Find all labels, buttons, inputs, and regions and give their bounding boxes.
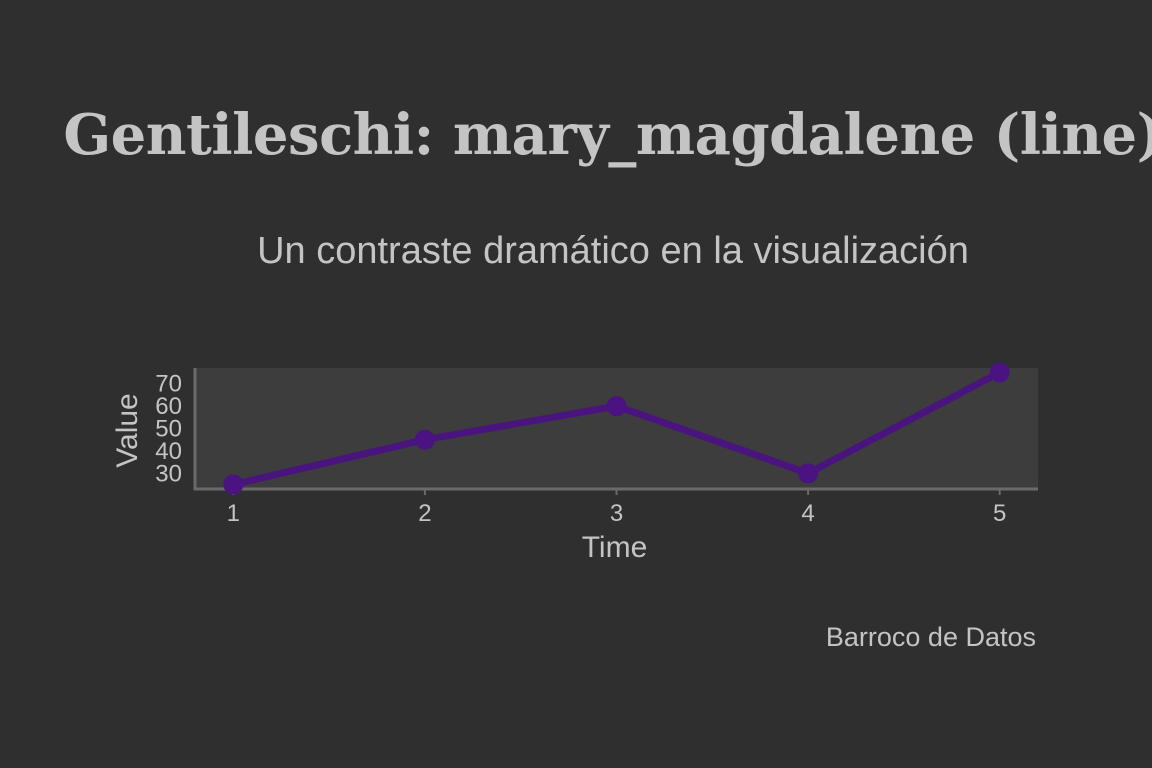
x-tick-label: 3 bbox=[610, 500, 623, 527]
data-point bbox=[798, 463, 819, 484]
y-tick-label: 60 bbox=[155, 393, 182, 420]
x-axis-label: Time bbox=[582, 531, 648, 564]
x-tick-label: 2 bbox=[418, 500, 431, 527]
y-tick-label: 50 bbox=[155, 416, 182, 443]
data-point bbox=[606, 396, 627, 417]
plot-area bbox=[195, 368, 1038, 489]
y-tick-label: 40 bbox=[155, 438, 182, 465]
chart-caption: Barroco de Datos bbox=[825, 622, 1036, 652]
y-tick-label: 70 bbox=[155, 371, 182, 398]
chart-subtitle: Un contraste dramático en la visualizaci… bbox=[257, 230, 969, 272]
y-tick-label: 30 bbox=[155, 460, 182, 487]
data-point bbox=[223, 474, 244, 495]
chart-title: Gentileschi: mary_magdalene (line) bbox=[63, 102, 1152, 168]
x-tick-label: 5 bbox=[993, 500, 1006, 527]
x-tick-label: 4 bbox=[801, 500, 814, 527]
y-axis-label: Value bbox=[111, 393, 144, 468]
data-point bbox=[989, 362, 1010, 383]
data-point bbox=[414, 429, 435, 450]
x-tick-label: 1 bbox=[227, 500, 240, 527]
